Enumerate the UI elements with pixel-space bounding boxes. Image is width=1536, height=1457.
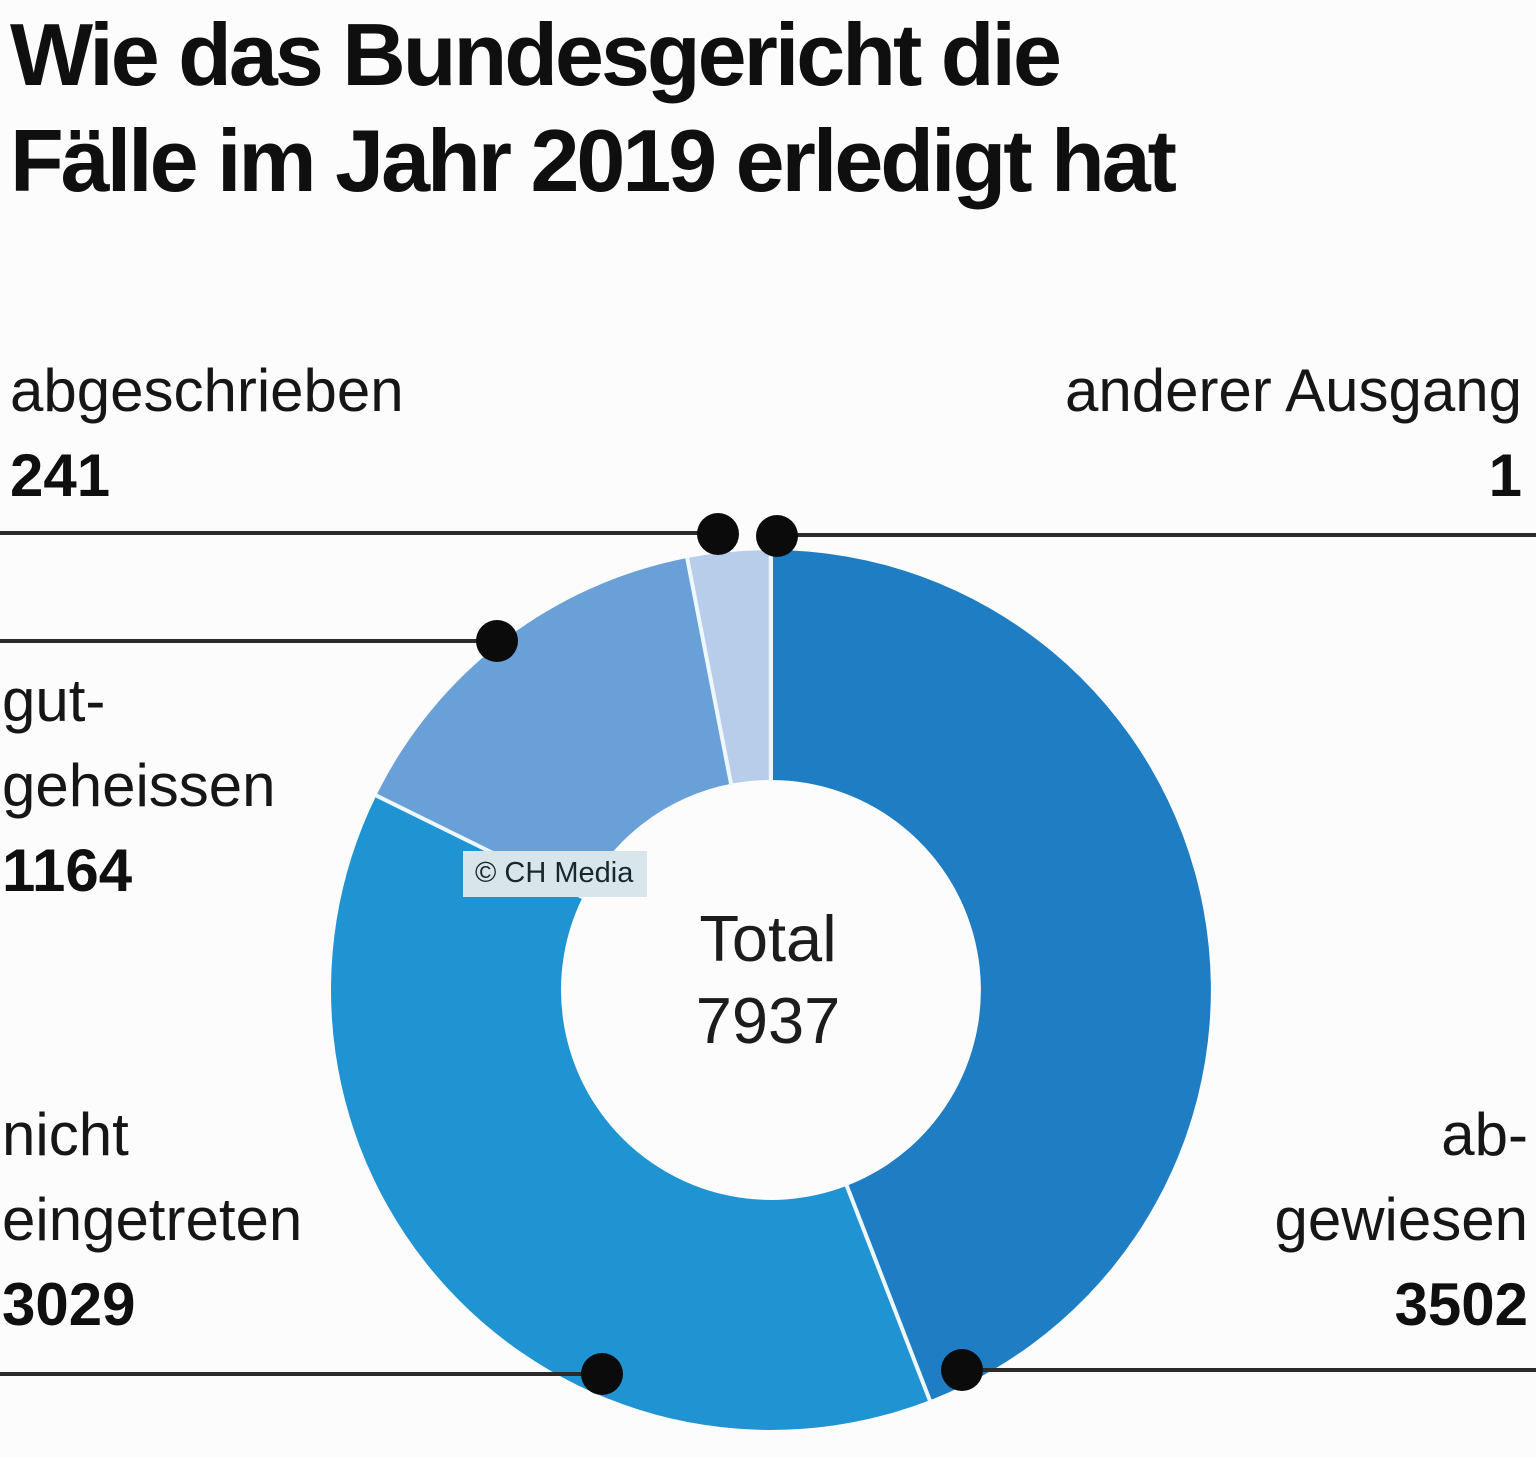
donut-slices bbox=[330, 549, 1211, 1430]
slice-abgeschrieben bbox=[687, 550, 771, 784]
callout-abgeschrieben-value: 241 bbox=[10, 442, 111, 509]
callout-gutgeheissen-value: 1164 bbox=[2, 837, 133, 904]
callout-leader-lines bbox=[0, 531, 1536, 1376]
callout-abgewiesen: ab- gewiesen 3502 bbox=[1274, 1092, 1528, 1347]
slice-divider bbox=[685, 556, 734, 787]
callout-anderer-ausgang-label: anderer Ausgang bbox=[1064, 357, 1522, 424]
callout-dot-abgeschrieben bbox=[697, 513, 739, 555]
watermark-badge: © CH Media bbox=[463, 851, 648, 897]
slice-gutgeheissen bbox=[376, 558, 731, 898]
callout-anderer-ausgang-value: 1 bbox=[1488, 442, 1522, 509]
callout-nicht-eingetreten: nicht eingetreten 3029 bbox=[2, 1092, 302, 1347]
slice-nicht-eingetreten bbox=[330, 795, 930, 1430]
chart-title-line1: Wie das Bundesgericht die bbox=[10, 5, 1062, 104]
callout-dots bbox=[476, 513, 983, 1395]
chart-title-line2: Fälle im Jahr 2019 erledigt hat bbox=[10, 111, 1177, 210]
callout-dot-abgewiesen bbox=[941, 1349, 983, 1391]
callout-dot-nicht-eingetreten bbox=[581, 1353, 623, 1395]
callout-abgeschrieben: abgeschrieben 241 bbox=[10, 348, 404, 518]
callout-abgeschrieben-label: abgeschrieben bbox=[10, 357, 404, 424]
callout-gutgeheissen-label-line2: geheissen bbox=[2, 752, 276, 819]
callout-gutgeheissen-label-line1: gut- bbox=[2, 667, 106, 734]
total-value: 7937 bbox=[695, 984, 841, 1057]
donut-slice-dividers bbox=[374, 548, 933, 1403]
callout-dot-anderer-ausgang bbox=[756, 515, 798, 557]
callout-anderer-ausgang: anderer Ausgang 1 bbox=[1065, 348, 1522, 518]
callout-nicht-eingetreten-label-line2: eingetreten bbox=[2, 1186, 303, 1253]
chart-title: Wie das Bundesgericht die Fälle im Jahr … bbox=[10, 2, 1177, 214]
callout-abgewiesen-label-line2: gewiesen bbox=[1274, 1186, 1528, 1253]
total-label: Total bbox=[699, 902, 837, 975]
callout-nicht-eingetreten-label-line1: nicht bbox=[2, 1101, 129, 1168]
slice-divider bbox=[844, 1183, 933, 1403]
callout-abgewiesen-label-line1: ab- bbox=[1441, 1101, 1528, 1168]
donut-center-label: Total 7937 bbox=[568, 898, 968, 1062]
callout-nicht-eingetreten-value: 3029 bbox=[2, 1271, 136, 1338]
callout-abgewiesen-value: 3502 bbox=[1394, 1271, 1528, 1338]
slice-abgewiesen bbox=[771, 550, 1211, 1401]
callout-dot-gutgeheissen bbox=[476, 620, 518, 662]
callout-gutgeheissen: gut- geheissen 1164 bbox=[2, 658, 276, 913]
